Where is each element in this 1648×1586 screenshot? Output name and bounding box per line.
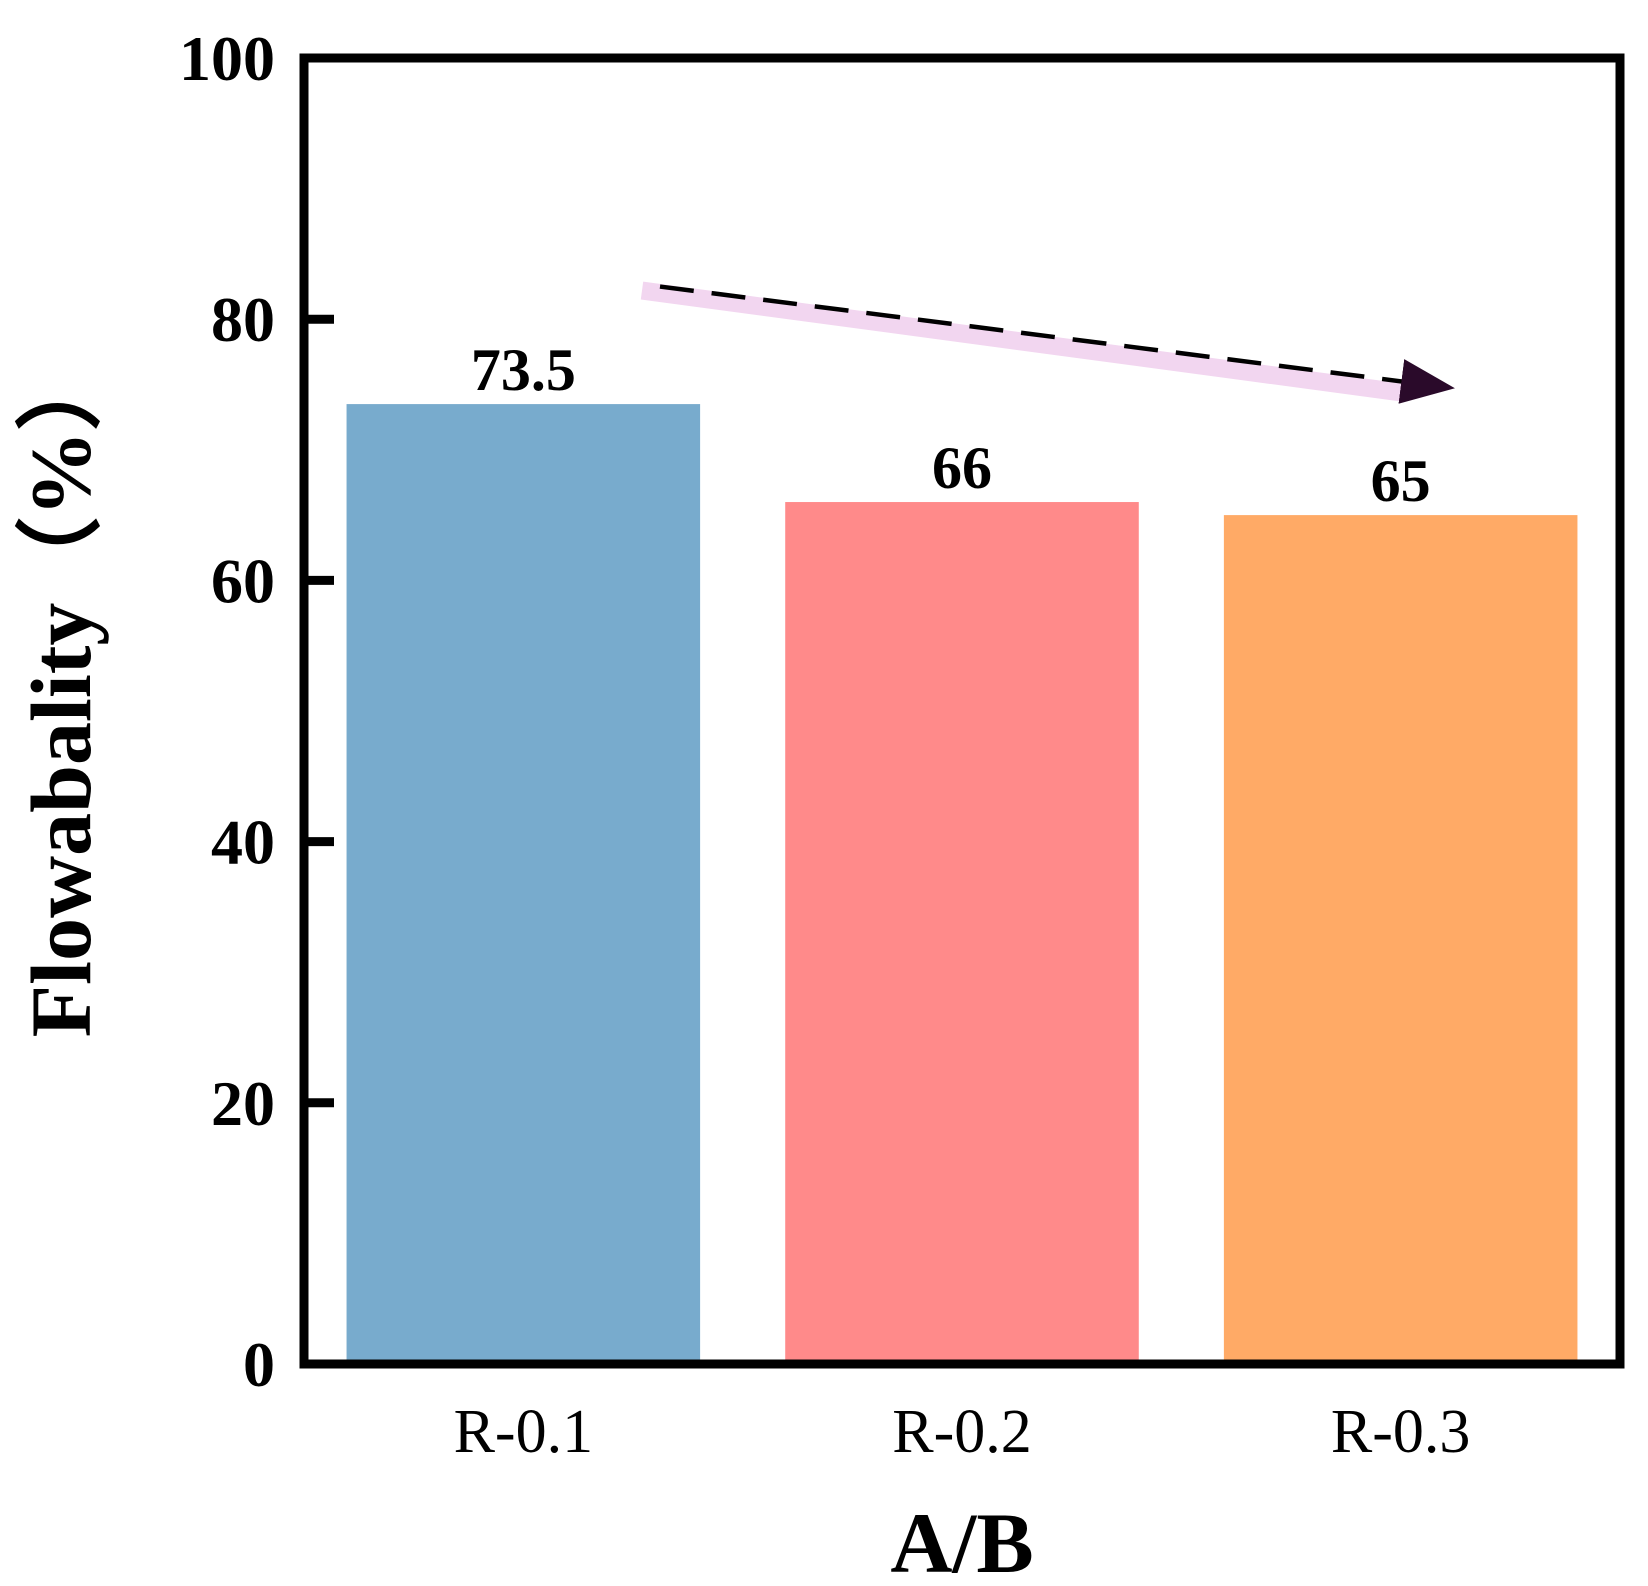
trend-arrow-highlight xyxy=(640,281,1408,403)
y-tick-label-100: 100 xyxy=(179,23,275,94)
x-tick-label-R-0.1: R-0.1 xyxy=(454,1398,594,1466)
x-axis-title: A/B xyxy=(890,1495,1033,1586)
bar-R-0.2 xyxy=(785,502,1139,1360)
y-axis-tick-labels: 0 20 40 60 80 100 xyxy=(179,23,275,1400)
plot-frame xyxy=(299,53,1625,1369)
trend-arrow xyxy=(640,281,1455,404)
x-tick-label-R-0.2: R-0.2 xyxy=(892,1398,1032,1466)
y-tick-label-0: 0 xyxy=(243,1329,275,1400)
y-axis-title: Flowabality（%） xyxy=(13,345,109,1038)
y-tick-label-80: 80 xyxy=(211,284,275,355)
data-labels: 73.5 66 65 xyxy=(471,337,1431,514)
data-label-R-0.3: 65 xyxy=(1371,448,1431,514)
y-tick-label-40: 40 xyxy=(211,807,275,878)
y-tick-label-60: 60 xyxy=(211,545,275,616)
trend-arrow-line xyxy=(659,284,1455,404)
data-label-R-0.1: 73.5 xyxy=(471,337,576,403)
x-axis-tick-labels: R-0.1 R-0.2 R-0.3 xyxy=(454,1398,1471,1466)
bars xyxy=(346,404,1578,1361)
bar-R-0.3 xyxy=(1223,515,1578,1360)
data-label-R-0.2: 66 xyxy=(932,435,992,501)
bar-R-0.1 xyxy=(346,404,701,1361)
y-axis-ticks xyxy=(304,314,334,1108)
y-tick-label-20: 20 xyxy=(211,1068,275,1139)
x-tick-label-R-0.3: R-0.3 xyxy=(1331,1398,1471,1466)
